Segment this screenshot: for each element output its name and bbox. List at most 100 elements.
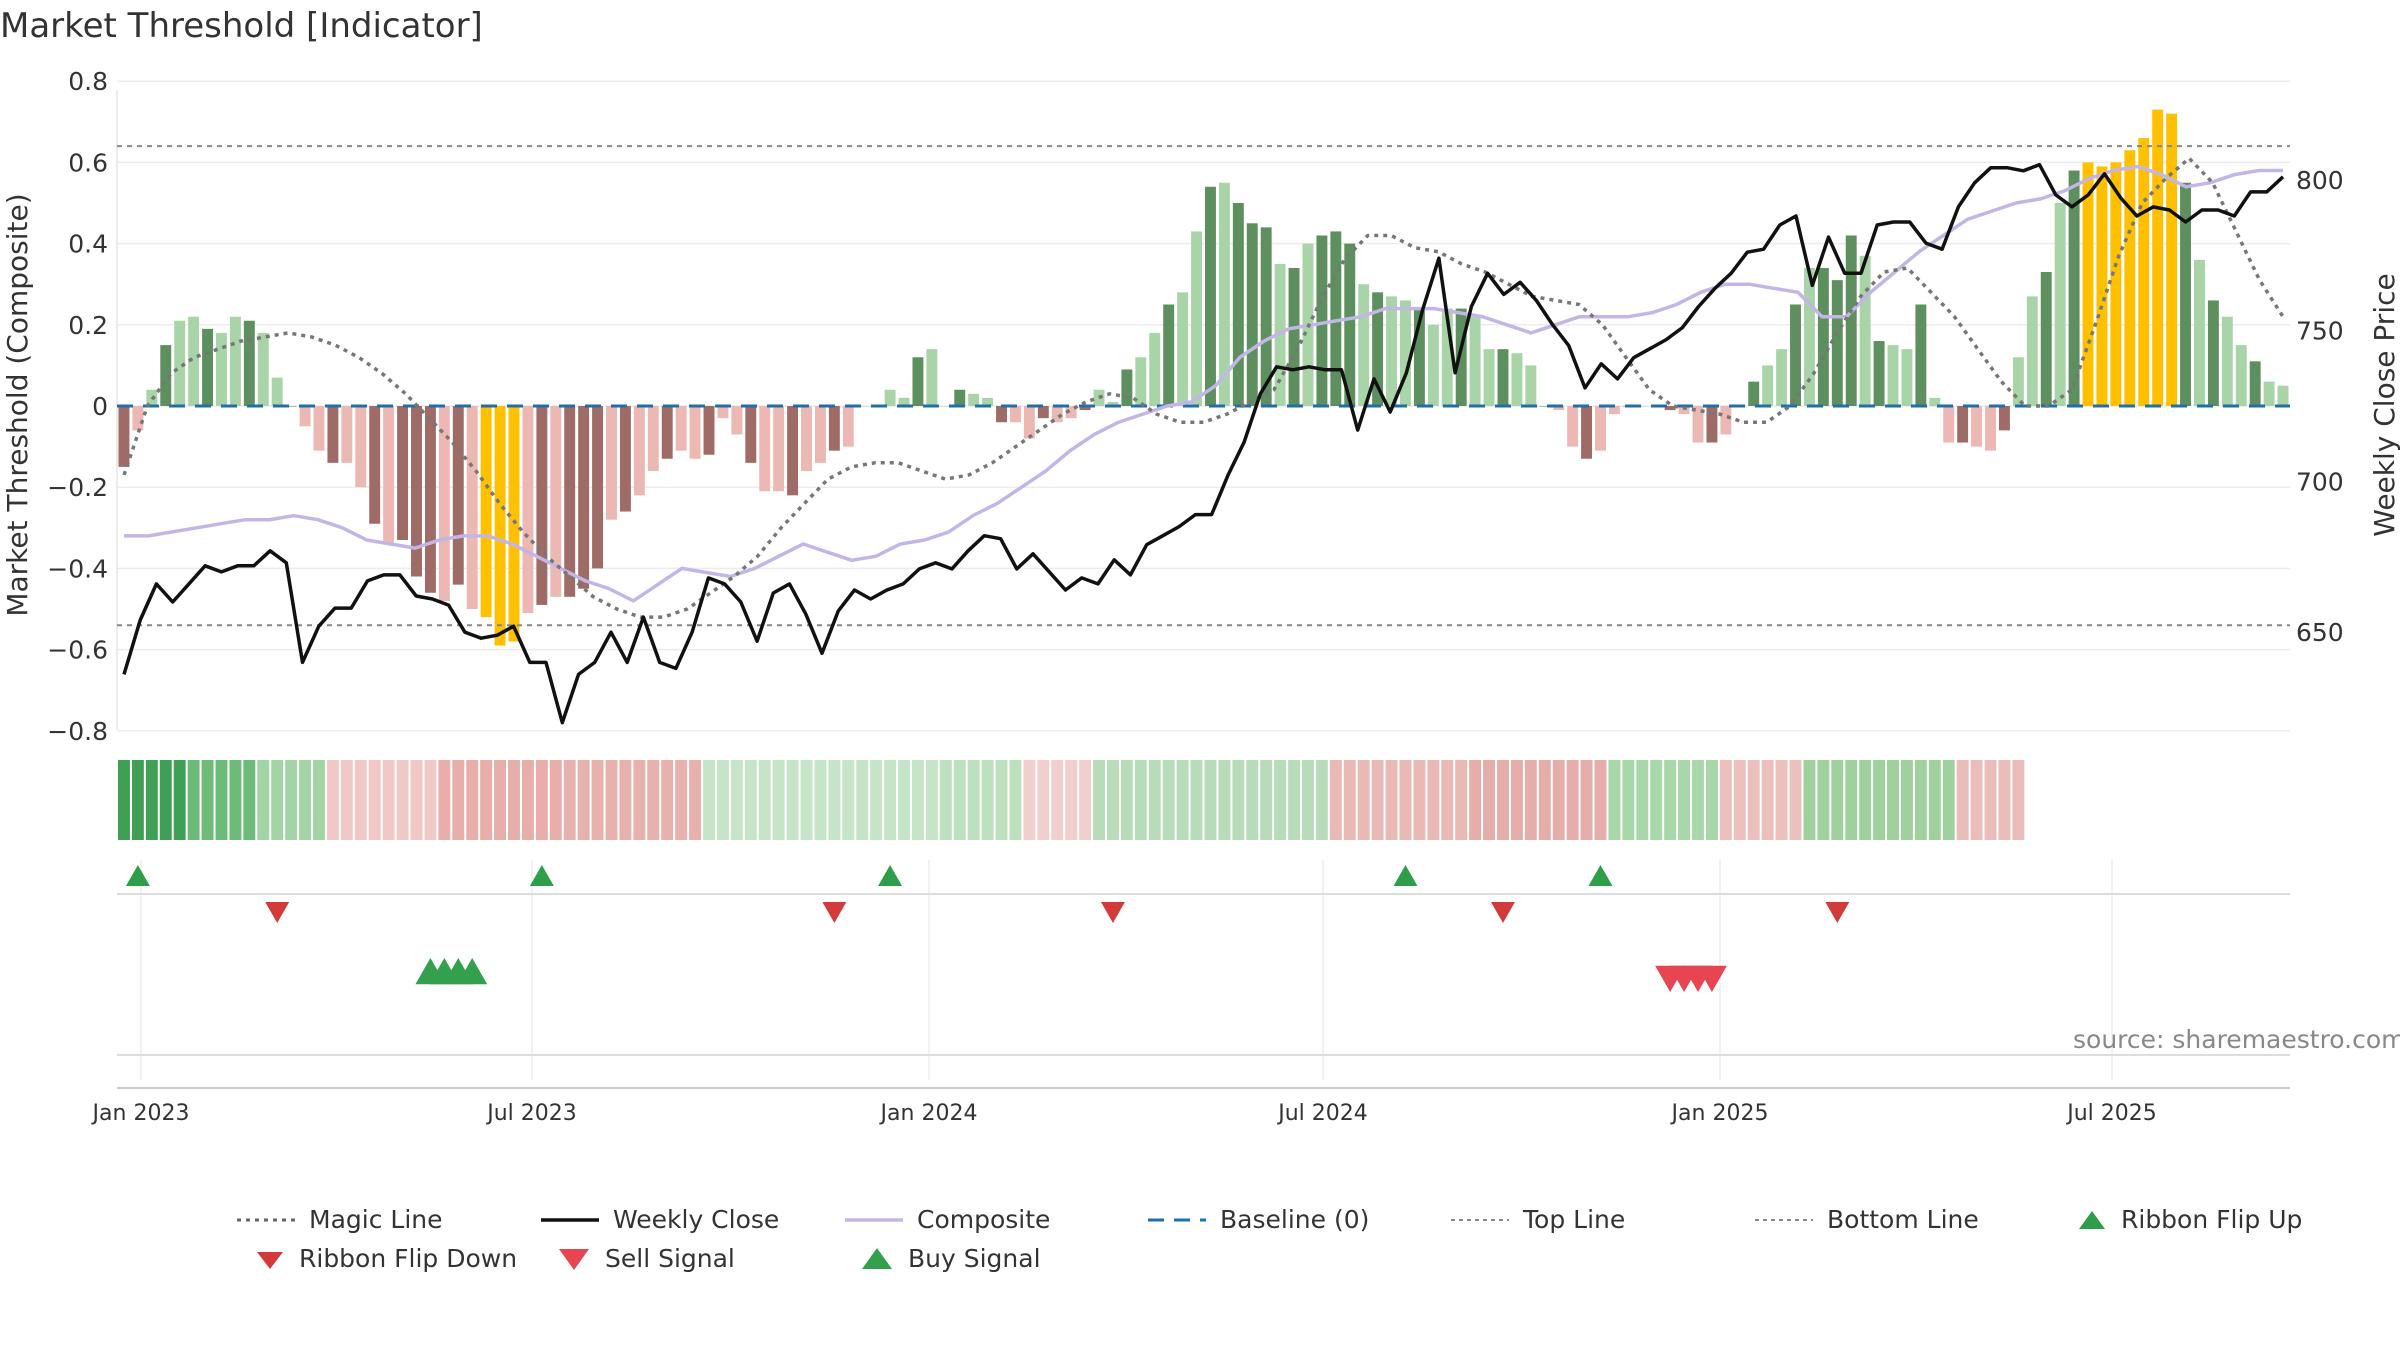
composite-bar	[801, 406, 812, 471]
composite-bar	[2012, 357, 2024, 406]
composite-bar	[2110, 162, 2122, 406]
composite-bar	[2054, 203, 2066, 406]
ribbon-cell	[1998, 760, 2011, 840]
ribbon-cell	[995, 760, 1008, 840]
ribbon	[118, 760, 2025, 840]
composite-bar	[1943, 406, 1955, 443]
composite-bar	[1372, 292, 1384, 406]
ribbon-cell	[1371, 760, 1384, 840]
composite-bar	[202, 328, 214, 406]
composite-bar	[216, 332, 227, 406]
ribbon-cell	[173, 760, 186, 840]
ribbon-cell	[856, 760, 869, 840]
composite-bar	[1316, 235, 1328, 406]
ribbon-flip-down-marker	[265, 902, 290, 923]
composite-bar	[1023, 406, 1035, 439]
composite-bar	[703, 406, 715, 455]
composite-bar	[1692, 406, 1704, 443]
ribbon-cell	[1302, 760, 1314, 840]
composite-bar	[1664, 406, 1676, 411]
composite-bar	[745, 406, 757, 463]
y-tick-left: 0.4	[68, 230, 108, 259]
ribbon-cell	[619, 760, 632, 840]
ribbon-cell	[1120, 760, 1133, 840]
composite-bar	[787, 406, 799, 496]
ribbon-cell	[1176, 760, 1189, 840]
y-tick-left: 0.6	[68, 148, 108, 177]
composite-bar	[2235, 345, 2247, 406]
ribbon-cell	[299, 760, 312, 840]
composite-bar	[1260, 227, 1272, 406]
composite-bar	[1595, 406, 1606, 451]
ribbon-cell	[814, 760, 827, 840]
ribbon-cell	[981, 760, 994, 840]
legend-ribbon-flip-down-label: Ribbon Flip Down	[299, 1244, 518, 1273]
composite-bar	[369, 406, 381, 524]
ribbon-cell	[2012, 760, 2025, 840]
ribbon-cell	[1705, 760, 1718, 840]
ribbon-cell	[1887, 760, 1899, 840]
ribbon-cell	[730, 760, 743, 840]
ribbon-cell	[828, 760, 841, 840]
ribbon-cell	[1023, 760, 1036, 840]
ribbon-cell	[1232, 760, 1245, 840]
ribbon-cell	[1093, 760, 1105, 840]
composite-bar	[1344, 243, 1356, 406]
ribbon-cell	[354, 760, 367, 840]
composite-bar	[1135, 357, 1147, 406]
composite-bar	[229, 316, 241, 406]
ribbon-cell	[1079, 760, 1092, 840]
composite-bar	[299, 406, 311, 427]
ribbon-cell	[1914, 760, 1927, 840]
ribbon-cell	[1622, 760, 1635, 840]
ribbon-cell	[1594, 760, 1607, 840]
composite-bar	[1441, 308, 1453, 406]
ribbon-cell	[1873, 760, 1886, 840]
ribbon-cell	[424, 760, 437, 840]
ribbon-cell	[410, 760, 423, 840]
ribbon-cell	[1789, 760, 1802, 840]
ribbon-cell	[118, 760, 130, 840]
composite-bar	[1790, 304, 1801, 406]
composite-bar	[1957, 406, 1969, 443]
legend-composite: Composite	[845, 1205, 1050, 1234]
ribbon-cell	[271, 760, 284, 840]
composite-bar	[954, 389, 966, 406]
ribbon-cell	[800, 760, 813, 840]
ribbon-cell	[1524, 760, 1537, 840]
ribbon-cell	[1148, 760, 1161, 840]
source-note: source: sharemaestro.com	[2073, 1025, 2400, 1054]
composite-bar	[1177, 292, 1189, 406]
ribbon-cell	[1274, 760, 1287, 840]
ribbon-flip-down-marker	[1825, 902, 1850, 923]
axes: Market Threshold (Composite) Weekly Clos…	[1, 67, 2400, 1126]
ribbon-flip-down-marker	[1490, 902, 1515, 923]
ribbon-cell	[1385, 760, 1398, 840]
ribbon-cell	[1538, 760, 1551, 840]
composite-bar	[257, 332, 269, 406]
x-tick-label: Jan 2023	[91, 1101, 190, 1126]
ribbon-cell	[1942, 760, 1955, 840]
ribbon-cell	[313, 760, 325, 840]
ribbon-cell	[1441, 760, 1454, 840]
composite-bar	[397, 406, 409, 540]
ribbon-flip-down-marker	[1100, 902, 1125, 923]
composite-bar	[647, 406, 659, 471]
composite-bar	[759, 406, 771, 492]
composite-bar	[1525, 365, 1537, 406]
ribbon-cell	[1552, 760, 1565, 840]
y-tick-right: 750	[2296, 317, 2344, 346]
ribbon-cell	[326, 760, 339, 840]
ribbon-cell	[675, 760, 688, 840]
composite-bar	[661, 406, 673, 459]
composite-bar	[689, 406, 701, 459]
ribbon-cell	[229, 760, 242, 840]
composite-bar	[1205, 186, 1216, 406]
legend-magic-line: Magic Line	[237, 1205, 443, 1234]
ribbon-cell	[1984, 760, 1997, 840]
composite-bar	[1191, 231, 1202, 406]
legend-ribbon-flip-up: Ribbon Flip Up	[2077, 1205, 2302, 1234]
composite-bar	[1706, 406, 1718, 443]
composite-bar	[188, 316, 200, 406]
